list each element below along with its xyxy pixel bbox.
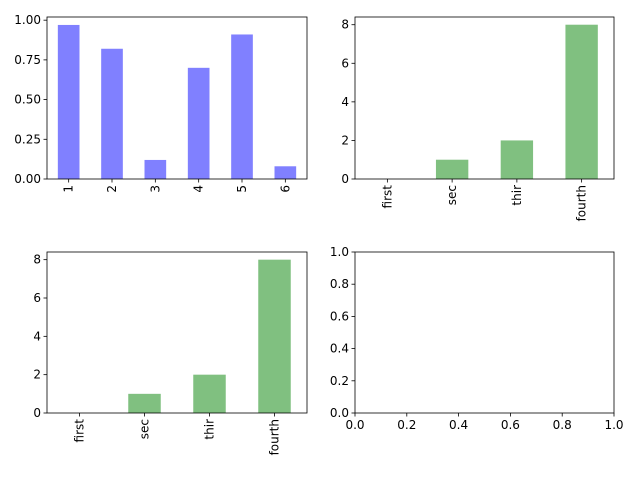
y-tick-label: 0.00	[14, 172, 41, 186]
x-tick-label: 2	[105, 185, 119, 193]
y-tick-label: 2	[33, 368, 41, 382]
x-tick-label: 3	[148, 185, 162, 193]
y-tick-label: 1.0	[330, 245, 349, 259]
y-tick-label: 1.00	[14, 13, 41, 27]
subplot-top-right: first sec thir fourth 0 2 4 6 8	[341, 16, 615, 221]
y-tick-label: 8	[341, 18, 349, 32]
bar-6	[274, 166, 297, 179]
x-tick-label: 0.0	[345, 418, 364, 432]
x-tick-label: thir	[510, 185, 524, 206]
bar-2	[101, 48, 123, 180]
bar-1	[57, 24, 80, 179]
y-tick-label: 0	[33, 406, 41, 420]
x-tick-label: 1.0	[604, 418, 623, 432]
bar-sec	[128, 393, 161, 413]
y-tick-label: 8	[33, 253, 41, 267]
y-tick-label: 0.8	[330, 277, 349, 291]
x-tick-label: 1	[62, 185, 76, 193]
x-tick-label: sec	[138, 419, 152, 439]
x-tick-label: 0.8	[553, 418, 572, 432]
bar-3	[144, 159, 167, 179]
y-tick-label: 0.6	[330, 309, 349, 323]
x-tick-label: thir	[203, 419, 217, 440]
x-tick-label: 4	[192, 185, 206, 193]
x-tick-label: first	[380, 185, 394, 209]
bar-thir	[500, 140, 534, 179]
axes-frame	[354, 251, 615, 414]
y-tick-label: 6	[33, 291, 41, 305]
y-tick-label: 0.2	[330, 374, 349, 388]
axes-frame	[46, 16, 308, 180]
subplot-bottom-left: first sec thir fourth 0 2 4 6 8	[33, 251, 308, 455]
x-tick-label: 0.6	[501, 418, 520, 432]
bar-4	[187, 67, 210, 179]
x-tick-label: fourth	[268, 419, 282, 455]
y-tick-label: 4	[33, 329, 41, 343]
y-tick-label: 0.25	[14, 132, 41, 146]
x-tick-label: 0.4	[449, 418, 468, 432]
bar-fourth	[258, 259, 291, 413]
subplot-bottom-right: 0.0 0.2 0.4 0.6 0.8 1.0 0.0 0.2 0.4 0.6 0.8 1.0	[330, 245, 624, 432]
y-tick-label: 0.75	[14, 53, 41, 67]
bar-thir	[193, 374, 226, 413]
y-tick-label: 0.4	[330, 342, 349, 356]
subplot-top-left: 1 2 3 4 5 6 0.00 0.25 0.50 0.75 1.00	[14, 13, 308, 193]
x-tick-label: 6	[278, 185, 292, 193]
y-tick-label: 0	[341, 172, 349, 186]
bar-5	[231, 34, 253, 179]
x-tick-label: first	[73, 419, 87, 443]
axes-frame	[46, 251, 308, 414]
x-tick-label: fourth	[575, 185, 589, 221]
y-tick-label: 6	[341, 56, 349, 70]
y-tick-label: 0.0	[330, 406, 349, 420]
x-tick-label: 5	[235, 185, 249, 193]
y-tick-label: 2	[341, 133, 349, 147]
bar-sec	[435, 159, 469, 179]
x-tick-label: 0.2	[397, 418, 416, 432]
y-tick-label: 0.50	[14, 93, 41, 107]
axes-frame	[354, 16, 615, 180]
bar-fourth	[565, 24, 598, 180]
y-tick-label: 4	[341, 95, 349, 109]
x-tick-label: sec	[445, 185, 459, 205]
